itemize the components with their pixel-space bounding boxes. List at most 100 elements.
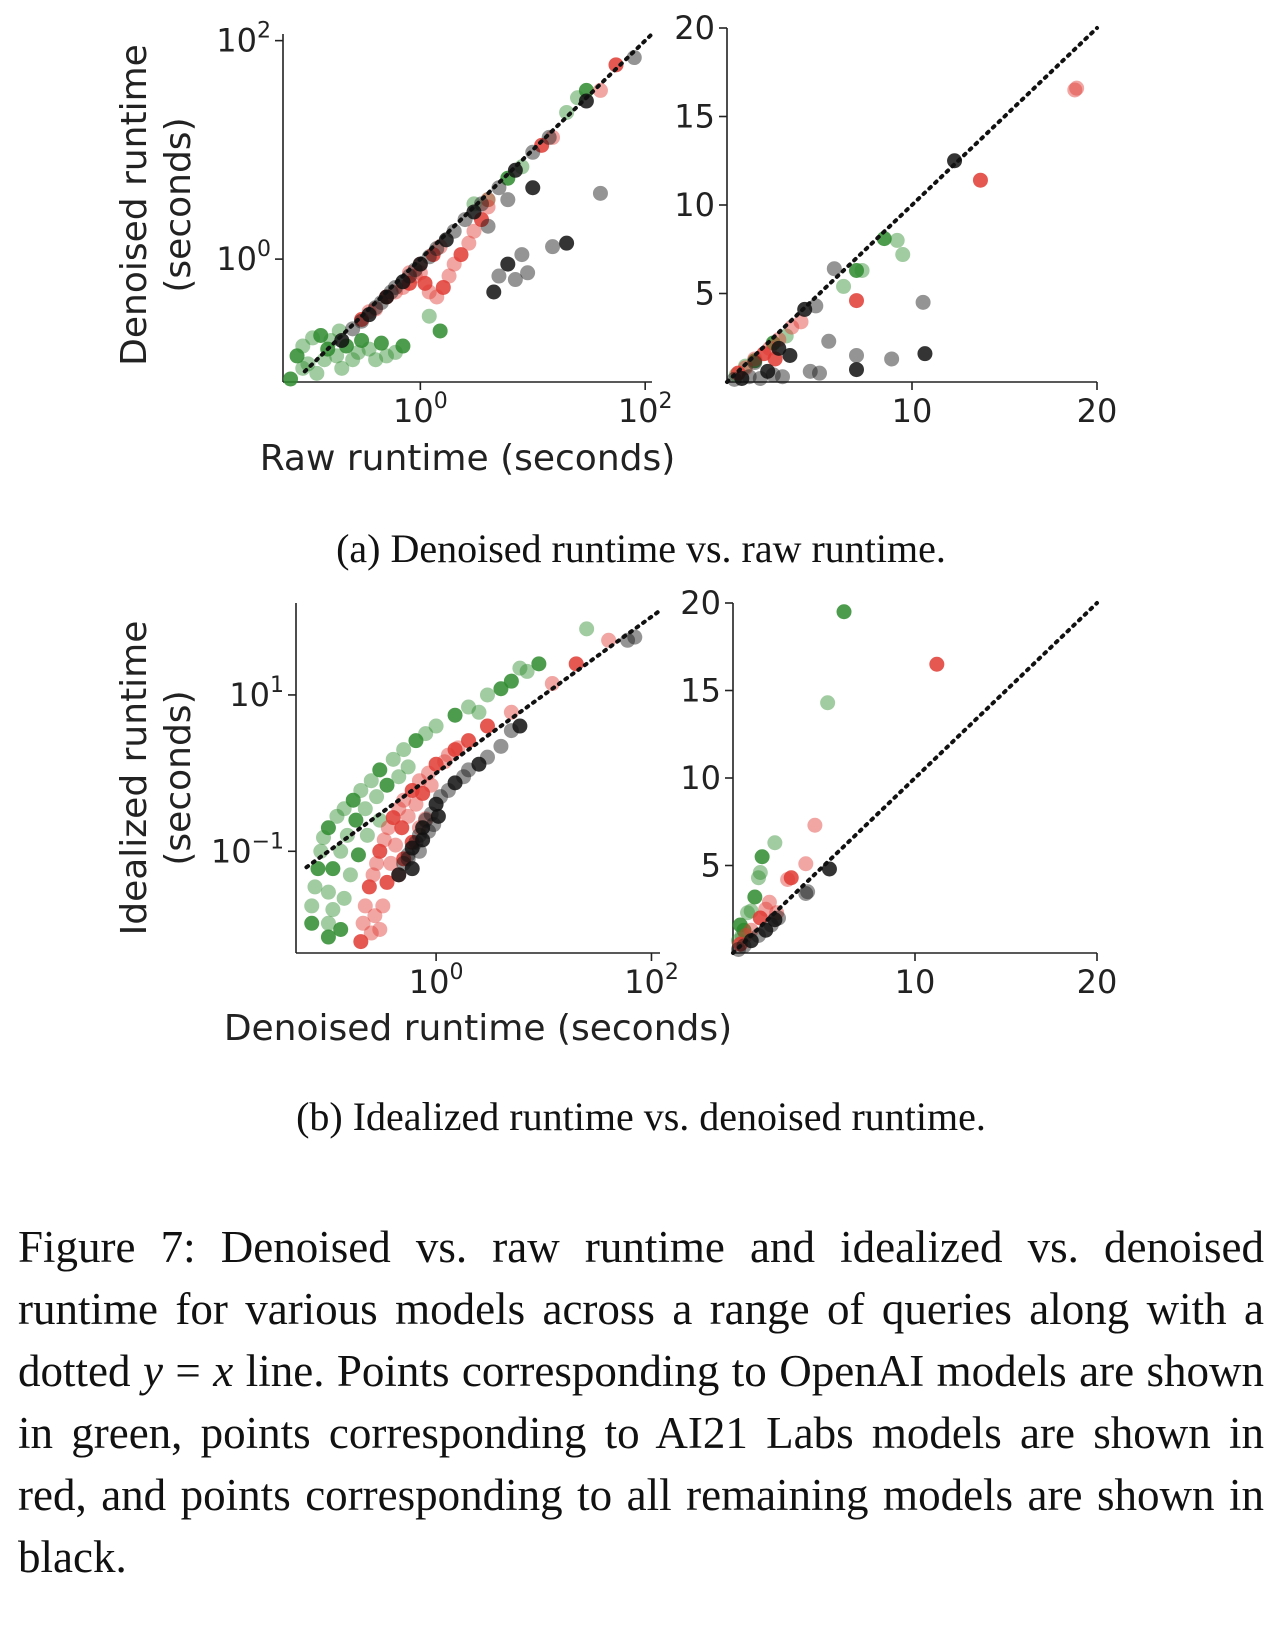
point-other (812, 365, 827, 381)
subcaption-b: (b) Idealized runtime vs. denoised runti… (296, 1094, 986, 1139)
point-openai (313, 843, 329, 859)
point-other (446, 223, 462, 239)
point-openai (408, 733, 424, 749)
point-other (474, 196, 490, 212)
x-axis-label: Raw runtime (seconds) (260, 438, 676, 479)
point-ai21 (461, 733, 477, 749)
point-other (578, 93, 594, 109)
point-openai (836, 604, 852, 620)
point-openai (304, 898, 320, 914)
point-ai21 (355, 915, 371, 931)
x-tick-label: 100 (409, 960, 464, 1001)
point-ai21 (466, 223, 482, 239)
point-other (826, 261, 842, 277)
y-equals-x-line (302, 32, 654, 374)
point-other (500, 192, 516, 208)
y-tick-label: 5 (695, 275, 715, 313)
x-tick-label: 102 (618, 389, 673, 430)
point-other (541, 129, 557, 145)
point-openai (385, 751, 401, 767)
point-ai21 (388, 837, 404, 853)
point-ai21 (394, 820, 410, 836)
point-other (736, 938, 752, 954)
point-other (430, 808, 446, 824)
point-ai21 (376, 832, 392, 848)
point-openai (329, 808, 345, 824)
point-openai (350, 344, 366, 360)
y-tick-label: 15 (674, 98, 715, 136)
point-openai (579, 621, 595, 637)
point-ai21 (361, 879, 377, 895)
y-tick-label: 101 (229, 673, 284, 714)
panel-b-log-scatter: 100 102 10−1 101 Denoised runtime (seconds) I… (114, 603, 732, 1049)
point-openai (531, 656, 547, 672)
point-openai (820, 695, 836, 711)
y-tick-label: 20 (680, 584, 721, 622)
point-other (512, 718, 528, 734)
point-openai (320, 820, 336, 836)
y-equals-x-line (304, 608, 662, 870)
point-openai (391, 769, 407, 785)
point-openai (283, 371, 299, 387)
point-ai21 (849, 293, 864, 309)
point-ai21 (415, 785, 431, 801)
point-other (491, 180, 507, 196)
point-ai21 (780, 872, 796, 887)
point-ai21 (435, 279, 451, 295)
point-ai21 (608, 57, 624, 73)
point-other (520, 265, 536, 281)
point-openai (350, 847, 366, 863)
point-other (782, 347, 798, 363)
point-ai21 (758, 901, 774, 917)
point-openai (304, 915, 320, 931)
point-other (471, 756, 487, 772)
point-other (379, 289, 395, 305)
point-ai21 (391, 801, 407, 817)
point-other (401, 268, 417, 284)
point-openai (373, 335, 389, 351)
point-ai21 (396, 851, 412, 867)
point-ai21 (480, 199, 496, 215)
point-ai21 (479, 718, 495, 734)
point-other (480, 218, 496, 234)
point-other (775, 369, 790, 385)
point-openai (503, 673, 519, 689)
point-other (802, 363, 818, 379)
y-tick-label: 20 (674, 9, 715, 47)
point-other (412, 256, 428, 272)
point-openai (320, 884, 336, 900)
point-ai21 (972, 172, 988, 188)
point-other (415, 820, 431, 836)
point-openai (519, 663, 535, 679)
point-openai (740, 905, 756, 921)
caption-eq-x: x (213, 1346, 234, 1396)
point-other (726, 371, 742, 387)
x-axis-label: Denoised runtime (seconds) (224, 1008, 732, 1049)
point-other (760, 363, 776, 379)
caption-eq-sign: = (175, 1346, 201, 1396)
scatter-points (283, 50, 642, 387)
point-ai21 (363, 925, 379, 941)
point-other (345, 321, 361, 337)
point-openai (479, 687, 495, 703)
point-other (821, 333, 837, 349)
point-ai21 (372, 921, 388, 937)
point-other (479, 749, 495, 765)
point-other (429, 241, 445, 257)
point-openai (336, 890, 352, 906)
point-other (917, 346, 933, 362)
point-openai (754, 849, 770, 865)
figure-caption: Figure 7: Denoised vs. raw runtime and i… (18, 1216, 1264, 1588)
caption-eq-y: y (142, 1346, 163, 1396)
point-other (415, 832, 431, 848)
point-other (404, 840, 420, 856)
point-other (447, 775, 463, 791)
x-tick-label: 100 (393, 389, 448, 430)
point-other (491, 268, 507, 284)
point-ai21 (1067, 82, 1083, 98)
point-openai (578, 82, 594, 98)
point-other (947, 153, 963, 169)
caption-part-1: Figure 7: Denoised vs. raw runtime and i… (18, 1222, 1264, 1396)
point-other (428, 796, 444, 812)
point-openai (353, 782, 369, 798)
